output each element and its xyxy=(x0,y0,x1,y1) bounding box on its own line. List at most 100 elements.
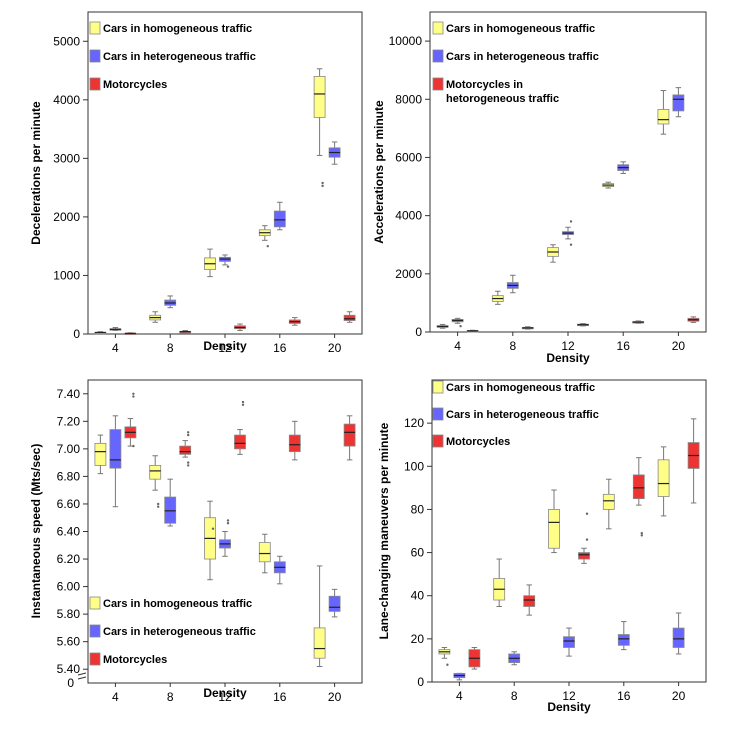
outlier-point xyxy=(211,527,215,530)
legend: Cars in homogeneous traffic Cars in heter… xyxy=(432,21,599,105)
outlier-point xyxy=(585,512,589,515)
y-tick-label: 4000 xyxy=(395,209,422,223)
outlier-point xyxy=(187,433,190,437)
y-axis-break-mark xyxy=(77,672,87,676)
legend-label: Motorcycles xyxy=(103,79,167,91)
box-iqr xyxy=(632,474,645,500)
series-2 xyxy=(109,141,341,331)
outlier-point xyxy=(187,461,190,464)
box-iqr xyxy=(672,94,685,112)
outlier-point xyxy=(459,324,462,328)
series-1 xyxy=(94,68,326,335)
legend-swatch xyxy=(432,407,444,421)
box-iqr xyxy=(313,627,326,659)
box-iqr xyxy=(109,429,122,469)
y-axis-title: Accelerations per minute xyxy=(372,100,386,244)
y-tick-label: 6000 xyxy=(395,150,422,164)
series-3 xyxy=(468,418,700,670)
box-iqr xyxy=(273,210,286,228)
series-2 xyxy=(451,87,685,328)
outlier-point xyxy=(640,531,643,535)
y-tick-label: 0 xyxy=(73,327,80,341)
box-iqr xyxy=(258,542,271,563)
y-tick-label: 80 xyxy=(411,502,425,516)
legend-label: Motorcycles xyxy=(103,654,167,666)
legend-label: Cars in homogeneous traffic xyxy=(446,23,595,35)
outlier-point xyxy=(321,181,324,185)
legend-label: Cars in heterogeneous traffic xyxy=(446,51,599,63)
series-2 xyxy=(453,612,685,681)
outlier-point xyxy=(132,444,135,448)
y-tick-label: 40 xyxy=(411,589,425,603)
legend-label: Cars in heterogeneous traffic xyxy=(446,409,599,421)
outlier-point xyxy=(569,220,573,223)
legend-label: Cars in heterogeneous traffic xyxy=(103,51,256,63)
box-iqr xyxy=(179,445,192,455)
x-tick-label: 4 xyxy=(112,690,119,704)
x-tick-label: 16 xyxy=(273,341,287,355)
x-tick-label: 12 xyxy=(561,339,575,353)
x-tick-label: 8 xyxy=(511,689,518,703)
series-1 xyxy=(438,446,670,666)
y-tick-label: 7.20 xyxy=(57,414,81,428)
y-tick-label: 120 xyxy=(404,416,424,430)
y-tick-label: 6.40 xyxy=(57,525,81,539)
y-tick-label: 5.40 xyxy=(57,662,81,676)
y-tick-label: 3000 xyxy=(53,151,80,165)
legend: Cars in homogeneous traffic Cars in heter… xyxy=(89,21,256,91)
x-axis-title: Density xyxy=(203,339,247,353)
box-iqr xyxy=(617,634,630,646)
legend-swatch xyxy=(432,380,444,394)
y-tick-label: 1000 xyxy=(53,268,80,282)
y-axis-title: Decelerations per minute xyxy=(29,101,43,245)
legend-swatch xyxy=(432,434,444,448)
legend-label: Motorcycles xyxy=(446,436,510,448)
outlier-point xyxy=(157,502,160,506)
box-iqr xyxy=(149,464,162,480)
box-iqr xyxy=(602,493,615,510)
x-tick-label: 12 xyxy=(218,690,232,704)
legend-label: Cars in heterogeneous traffic xyxy=(103,626,256,638)
outlier-point xyxy=(187,464,190,467)
x-tick-label: 4 xyxy=(456,689,463,703)
outlier-point xyxy=(187,431,190,434)
box-iqr xyxy=(523,595,536,607)
x-tick-label: 4 xyxy=(112,341,119,355)
y-axis-break-mark xyxy=(77,676,87,680)
y-tick-label: 7.40 xyxy=(57,387,81,401)
legend-swatch xyxy=(89,624,101,638)
y-tick-label: 6.60 xyxy=(57,497,81,511)
x-axis-title: Density xyxy=(547,700,591,714)
x-tick-label: 20 xyxy=(672,689,686,703)
legend-swatch xyxy=(432,49,444,63)
outlier-point xyxy=(266,244,269,248)
legend-swatch xyxy=(89,596,101,610)
chart-panel-bottom-left: 5.40 5.60 5.80 6.00 6.20 6.40 6.60 6.80 7.00 7.20… xyxy=(29,379,363,704)
x-tick-label: 4 xyxy=(454,339,461,353)
box-iqr xyxy=(313,76,326,118)
y-tick-label: 0 xyxy=(417,675,424,689)
box-iqr xyxy=(578,552,590,560)
y-tick-label: 10000 xyxy=(389,34,423,48)
outlier-point xyxy=(569,243,573,246)
box-iqr xyxy=(657,109,670,125)
legend: Cars in homogeneous traffic Cars in heter… xyxy=(89,596,256,666)
series-2 xyxy=(109,415,341,618)
y-axis-break-label: 0 xyxy=(67,676,74,690)
legend-swatch xyxy=(89,21,101,35)
legend: Cars in homogeneous traffic Cars in heter… xyxy=(432,380,599,448)
outlier-point xyxy=(226,522,230,525)
x-tick-label: 16 xyxy=(617,339,631,353)
x-tick-label: 8 xyxy=(167,690,174,704)
y-tick-label: 5.80 xyxy=(57,607,81,621)
y-tick-label: 2000 xyxy=(53,210,80,224)
chart-panel-top-left: 0 1000 2000 3000 4000 5000 4 8 12 16 20 Density Dece… xyxy=(29,11,363,355)
chart-panel-top-right: 0 2000 4000 6000 8000 10000 4 8 12 16 20 Density Acc… xyxy=(372,11,707,365)
legend-swatch xyxy=(89,652,101,666)
outlier-point xyxy=(241,403,245,406)
y-tick-label: 2000 xyxy=(395,267,422,281)
box-iqr xyxy=(343,314,356,321)
y-axis-title: Lane-changing maneuvers per minute xyxy=(377,422,391,639)
x-tick-label: 12 xyxy=(562,689,576,703)
box-iqr xyxy=(563,636,575,648)
